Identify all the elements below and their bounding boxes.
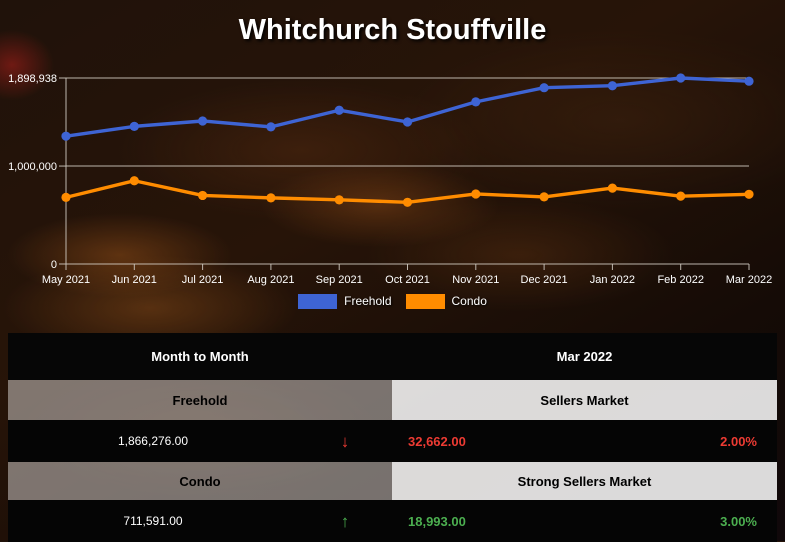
x-axis-label: Jun 2021 <box>112 274 157 286</box>
freehold-point <box>539 83 549 93</box>
condo-point <box>744 189 754 199</box>
month-to-month-header: Month to Month <box>151 349 249 364</box>
condo-header-row: Condo Strong Sellers Market <box>8 462 777 500</box>
condo-point <box>402 197 413 207</box>
condo-point <box>471 189 481 199</box>
condo-point <box>539 192 549 202</box>
freehold-point <box>676 73 686 83</box>
freehold-data-row: 1,866,276.00 ↓ 32,662.00 2.00% <box>8 420 777 462</box>
x-axis-label: Jan 2022 <box>590 274 635 286</box>
x-axis-label: Oct 2021 <box>385 274 430 286</box>
freehold-market-status: Sellers Market <box>392 380 777 420</box>
freehold-point <box>607 81 618 91</box>
page-title: Whitchurch Stouffville <box>238 14 547 46</box>
freehold-line <box>64 76 751 138</box>
x-axis-label: Jul 2021 <box>182 274 224 286</box>
freehold-point <box>266 122 276 132</box>
freehold-point <box>129 121 139 131</box>
x-axis-label: Feb 2022 <box>657 274 703 286</box>
condo-price-value: 711,591.00 <box>123 514 183 528</box>
condo-legend-label: Condo <box>451 294 487 308</box>
condo-point <box>676 191 686 201</box>
freehold-legend-label: Freehold <box>344 294 392 308</box>
y-axis-label: 0 <box>51 259 57 271</box>
freehold-point <box>334 105 344 115</box>
condo-change-percent: 3.00% <box>720 513 757 529</box>
x-axis-label: Sep 2021 <box>316 274 363 286</box>
period-header-row: Month to Month Mar 2022 <box>8 333 777 380</box>
condo-type-label: Condo <box>8 462 392 500</box>
freehold-header-row: Freehold Sellers Market <box>8 380 777 420</box>
price-trend-chart: 0 1,000,000 1,898,938 May 2021 Jun 2021 Jul 2… <box>8 73 772 286</box>
freehold-type-label: Freehold <box>8 380 392 420</box>
current-month-header: Mar 2022 <box>556 349 613 364</box>
condo-point <box>607 183 618 193</box>
condo-market-status: Strong Sellers Market <box>392 462 777 500</box>
down-arrow-icon: ↓ <box>340 431 350 451</box>
condo-point <box>334 195 344 205</box>
x-axis-label: May 2021 <box>42 274 90 286</box>
up-arrow-icon: ↑ <box>340 511 350 531</box>
freehold-point <box>471 97 481 107</box>
y-axis-label: 1,898,938 <box>8 73 57 85</box>
condo-data-row: 711,591.00 ↑ 18,993.00 3.00% <box>8 500 777 542</box>
x-axis-label: Mar 2022 <box>726 274 772 286</box>
freehold-price-value: 1,866,276.00 <box>117 434 189 448</box>
market-summary-table: Month to Month Mar 2022 Freehold Sellers… <box>8 333 777 542</box>
x-axis-label: Aug 2021 <box>247 274 294 286</box>
freehold-point <box>402 117 413 127</box>
y-axis-label: 1,000,000 <box>8 161 57 173</box>
freehold-change-amount: 32,662.00 <box>408 433 466 449</box>
freehold-point <box>198 116 208 126</box>
freehold-point <box>61 131 71 141</box>
condo-point <box>61 192 71 202</box>
x-axis-label: Nov 2021 <box>452 274 499 286</box>
x-axis-label: Dec 2021 <box>521 274 568 286</box>
condo-point <box>198 190 208 201</box>
freehold-change-percent: 2.00% <box>720 433 757 449</box>
freehold-legend-swatch <box>298 293 338 309</box>
freehold-point <box>744 76 754 86</box>
condo-legend-swatch <box>405 293 445 309</box>
condo-change-amount: 18,993.00 <box>408 513 466 529</box>
condo-point <box>266 193 276 203</box>
chart-legend: Freehold Condo <box>0 292 785 310</box>
condo-point <box>129 176 139 186</box>
